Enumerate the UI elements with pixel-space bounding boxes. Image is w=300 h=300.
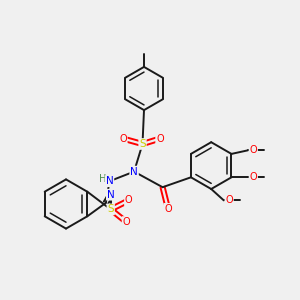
Text: S: S (139, 139, 146, 149)
Text: O: O (122, 217, 130, 227)
Text: O: O (156, 134, 164, 144)
Text: N: N (106, 176, 113, 186)
Text: S: S (107, 204, 114, 214)
Text: N: N (107, 190, 115, 200)
Text: O: O (225, 195, 233, 206)
Text: N: N (130, 167, 138, 177)
Text: O: O (125, 195, 133, 206)
Text: O: O (250, 172, 257, 182)
Text: H: H (99, 174, 106, 184)
Text: O: O (119, 134, 127, 144)
Text: O: O (250, 145, 257, 155)
Text: O: O (164, 204, 172, 214)
